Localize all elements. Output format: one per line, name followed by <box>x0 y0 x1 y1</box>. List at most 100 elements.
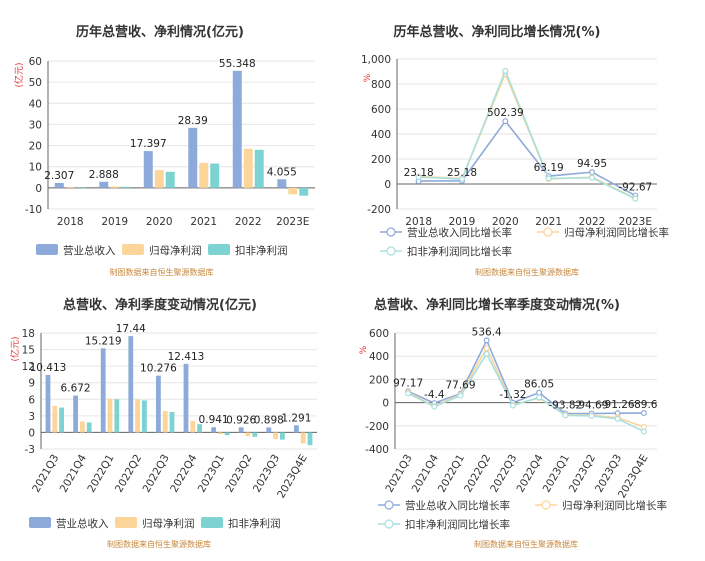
data-label: -1.32 <box>499 389 526 401</box>
point <box>415 174 422 181</box>
y-tick-label: 200 <box>371 154 391 166</box>
point <box>588 412 595 419</box>
x-tick-label: 2022Q2 <box>113 453 144 495</box>
bar <box>100 348 106 433</box>
y-tick-label: -400 <box>365 444 389 456</box>
bar <box>107 398 113 433</box>
legend-swatch <box>115 517 137 528</box>
y-tick-label: 800 <box>371 79 391 91</box>
x-tick-label: 2021 <box>535 216 562 228</box>
point <box>502 118 509 125</box>
bar <box>73 395 78 433</box>
bar <box>76 187 86 188</box>
x-tick-label: 2021Q3 <box>30 453 61 495</box>
data-label: 6.672 <box>61 383 91 395</box>
bar <box>254 149 264 188</box>
y-tick-label: 200 <box>369 374 389 386</box>
data-label: -93.82 <box>548 399 582 411</box>
point <box>459 176 466 183</box>
bar <box>135 399 141 433</box>
data-label: 2.888 <box>89 169 119 181</box>
y-tick-label: 40 <box>29 98 42 110</box>
unit-label: % <box>359 345 369 354</box>
data-label: 77.69 <box>445 380 475 392</box>
x-tick-label: 2019 <box>449 216 476 228</box>
bar <box>273 432 279 440</box>
x-tick-label: 2022Q3 <box>141 453 172 495</box>
bar <box>65 187 75 188</box>
bar <box>169 411 175 433</box>
legend-swatch <box>201 517 223 528</box>
data-label: 97.17 <box>393 377 423 389</box>
point <box>483 350 490 357</box>
legend-label: 归母净利润同比增长率 <box>562 499 667 512</box>
series-line <box>407 338 644 415</box>
legend-label: 营业总收入同比增长率 <box>405 499 510 512</box>
point <box>588 169 595 176</box>
series-line <box>407 352 645 433</box>
chart-title: 历年总营收、净利同比增长情况(%) <box>394 24 601 40</box>
y-tick-label: -200 <box>365 421 389 433</box>
data-label: 23.18 <box>404 167 434 179</box>
bar <box>128 336 134 433</box>
x-tick-label: 2022 <box>235 216 262 228</box>
legend-marker <box>541 500 551 510</box>
series-line <box>418 71 636 200</box>
data-label: 536.4 <box>472 326 502 338</box>
legend-label: 归母净利润 <box>142 517 195 530</box>
x-tick-label: 2023Q1 <box>196 453 227 495</box>
data-label: 94.95 <box>577 158 607 170</box>
bar <box>277 179 287 188</box>
bar <box>252 432 258 437</box>
source-note: 制图数据来自恒生聚源数据库 <box>474 539 578 549</box>
data-label: 86.05 <box>524 379 554 391</box>
legend-marker <box>384 500 394 510</box>
y-tick-label: 12 <box>22 361 35 373</box>
data-label: 0.926 <box>226 414 256 426</box>
data-label: 2.307 <box>44 170 74 182</box>
bar <box>155 375 161 433</box>
bar <box>217 432 223 435</box>
y-tick-label: 1,000 <box>361 54 391 66</box>
data-label: 12.413 <box>168 351 205 363</box>
legend-swatch <box>208 244 230 255</box>
bar <box>288 187 298 195</box>
point <box>483 345 490 352</box>
bar <box>45 374 51 433</box>
chart-title: 总营收、净利同比增长率季度变动情况(%) <box>374 297 620 313</box>
point <box>588 174 595 181</box>
chart-1: 历年总营收、净利情况(亿元) (亿元) -10 0 10 20 30 40 50 60 2018 20… <box>13 24 315 277</box>
unit-label: (亿元) <box>13 62 25 87</box>
bar <box>266 427 272 433</box>
data-label: 15.219 <box>85 335 122 347</box>
source-note: 制图数据来自恒生聚源数据库 <box>110 267 214 277</box>
point <box>614 415 621 422</box>
x-tick-label: 2022 <box>579 216 606 228</box>
legend-label: 扣非净利润同比增长率 <box>405 518 510 531</box>
y-tick-label: 15 <box>22 345 35 357</box>
legend-swatch <box>29 517 51 528</box>
chart-2: 历年总营收、净利同比增长情况(%)% -200 0 200 400 600 800 1,000… <box>361 24 669 277</box>
bar <box>245 432 251 437</box>
data-label: 0.941 <box>199 414 229 426</box>
bar <box>162 410 168 433</box>
unit-label: % <box>363 73 373 82</box>
bar <box>183 363 189 433</box>
legend-marker <box>386 227 396 237</box>
legend-swatch <box>36 244 58 255</box>
legend-label: 营业总收入 <box>63 244 116 257</box>
legend: 营业总收入 归母净利润 扣非净利润 <box>36 244 288 257</box>
bar <box>110 186 120 188</box>
y-tick-label: 9 <box>28 378 35 390</box>
bar <box>142 400 147 433</box>
bar <box>190 420 196 433</box>
legend-marker <box>543 227 553 237</box>
data-label: 4.055 <box>267 166 297 178</box>
y-tick-label: 6 <box>28 394 35 406</box>
point <box>431 403 438 410</box>
legend-label: 扣非净利润 <box>228 517 281 530</box>
point <box>483 337 490 344</box>
bar <box>243 148 253 188</box>
point <box>562 412 569 419</box>
data-label: 28.39 <box>178 115 208 127</box>
